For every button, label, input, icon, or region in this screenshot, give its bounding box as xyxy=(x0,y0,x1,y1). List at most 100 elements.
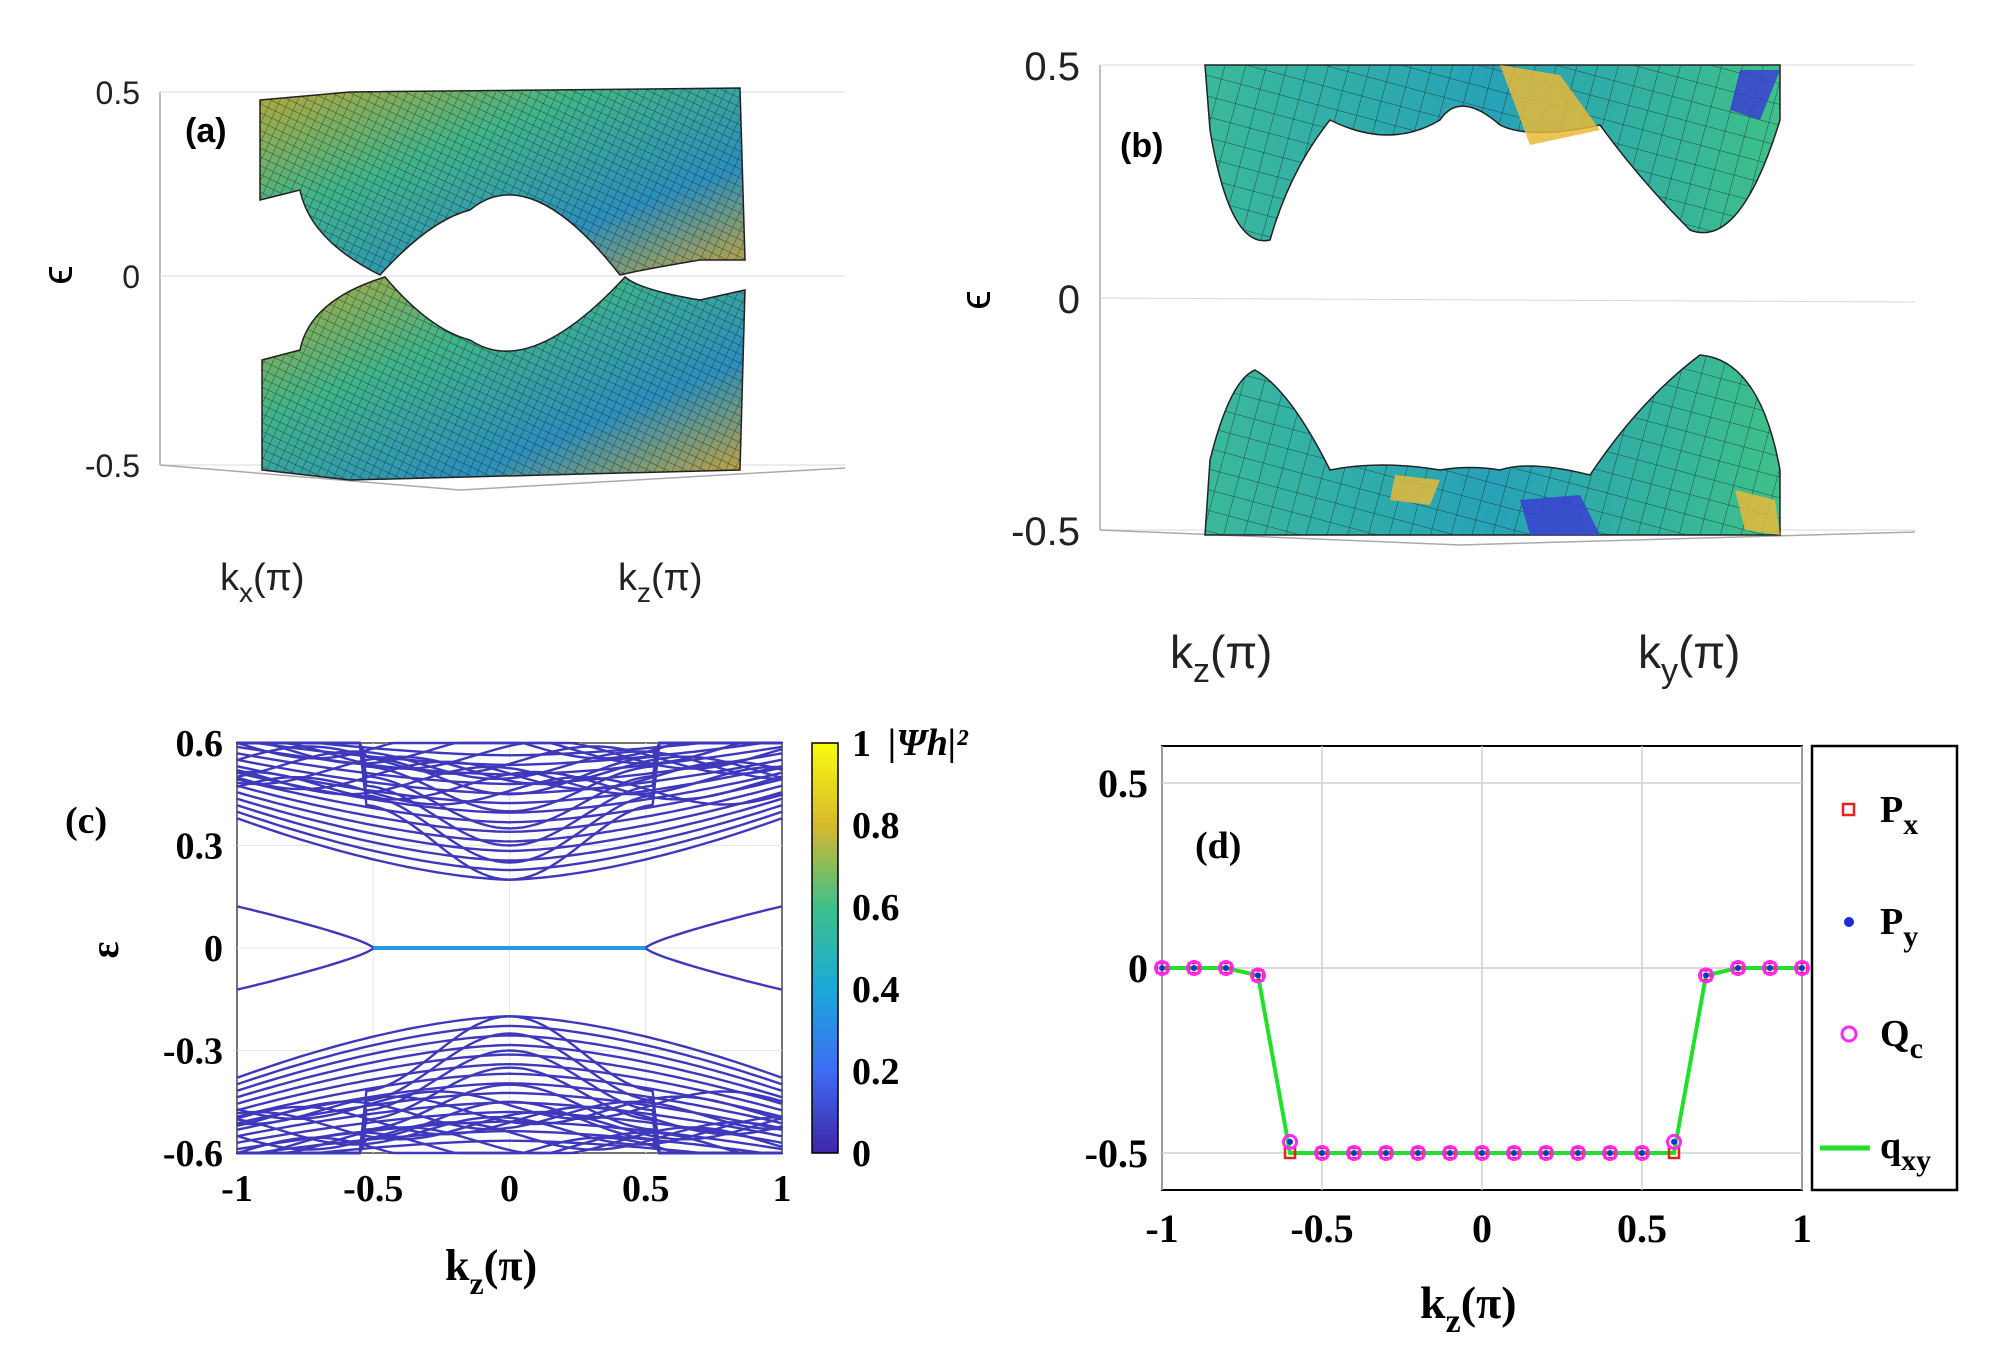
panel-d-series xyxy=(1154,960,1810,1161)
panel-d-py-marker xyxy=(1223,965,1229,971)
panel-b-lower-highlight xyxy=(1390,475,1440,505)
panel-b-z-tick-label: 0.5 xyxy=(1024,45,1080,89)
panel-d-py-marker xyxy=(1159,965,1165,971)
panel-d-py-marker xyxy=(1319,1150,1325,1156)
panel-d-qc-marker xyxy=(1794,960,1810,976)
panel-d-y-tick-label: -0.5 xyxy=(1085,1131,1148,1176)
panel-d-qc-marker xyxy=(1538,1145,1554,1161)
panel-c-y-tick-label: -0.3 xyxy=(163,1031,223,1073)
panel-a-upper-band-mesh xyxy=(260,88,745,275)
panel-d-x-tick-label: 0 xyxy=(1472,1206,1492,1251)
panel-c-band-lines xyxy=(236,741,783,1155)
panel-a-z-tick-label: 0.5 xyxy=(96,75,140,111)
panel-d-x-ticks: -1 -0.5 0 0.5 1 xyxy=(1145,1206,1812,1251)
panel-d-py-marker xyxy=(1799,965,1805,971)
panel-d-qc-marker xyxy=(1634,1145,1650,1161)
panel-c-band-line xyxy=(236,804,783,862)
panel-c-x-tick-label: -1 xyxy=(221,1168,253,1210)
panel-c-colorbar-label: |Ψh|² xyxy=(888,722,969,764)
panel-d-py-marker xyxy=(1639,1150,1645,1156)
panel-d-py-marker xyxy=(1767,965,1773,971)
panel-c-y-tick-label: 0.3 xyxy=(176,826,224,868)
panel-c-band-line xyxy=(236,1062,783,1112)
panel-d-label: (d) xyxy=(1195,825,1241,867)
panel-d-qc-marker xyxy=(1698,967,1714,984)
panel-d-qc-marker xyxy=(1442,1145,1458,1161)
panel-c-band-line xyxy=(236,791,783,843)
panel-d-y-tick-label: 0 xyxy=(1128,946,1148,991)
panel-d-qc-marker xyxy=(1730,960,1746,976)
panel-b-x-axis xyxy=(1099,529,1461,546)
panel-d-py-marker xyxy=(1191,965,1197,971)
panel-c-band-line xyxy=(236,741,783,770)
panel-a-x-label: kx(π) xyxy=(220,557,305,608)
panel-c-band-line xyxy=(236,1136,782,1155)
panel-c-band-line xyxy=(236,797,783,853)
panel-a-z-label: ϵ xyxy=(33,265,82,284)
panel-b-z-tick-label: 0 xyxy=(1058,278,1080,322)
panel-c-y-tick-label: 0 xyxy=(204,928,223,970)
panel-b-lower-highlight xyxy=(1520,495,1600,535)
panel-d-py-marker xyxy=(1543,1150,1549,1156)
panel-c-band-line xyxy=(236,765,783,796)
panel-c-band-line xyxy=(236,741,782,760)
panel-d-x-label: kz(π) xyxy=(1420,1277,1517,1340)
panel-c-colorbar-tick-label: 0.8 xyxy=(852,805,900,847)
panel-d-qc-marker xyxy=(1570,1145,1586,1161)
panel-c-y-label: ε xyxy=(82,941,127,958)
panel-d-py-marker xyxy=(1703,972,1709,979)
panel-d-py-marker xyxy=(1351,1150,1357,1156)
panel-c-band-line xyxy=(236,784,783,834)
panel-d-qc-marker xyxy=(1762,960,1778,976)
panel-c-band-line xyxy=(236,810,783,872)
panel-d-qc-marker xyxy=(1474,1145,1490,1161)
panel-c-x-tick-label: 0 xyxy=(500,1168,519,1210)
panel-d-x-tick-label: -1 xyxy=(1145,1206,1178,1251)
panel-c-band-line xyxy=(236,1053,783,1105)
panel-d-py-marker xyxy=(1735,965,1741,971)
panel-d-py-marker xyxy=(1479,1150,1485,1156)
panel-b-y-axis xyxy=(1459,531,1916,546)
panel-d-py-marker xyxy=(1575,1150,1581,1156)
panel-c-x-tick-label: -0.5 xyxy=(343,1168,403,1210)
panel-d-qc-marker xyxy=(1154,960,1170,976)
panel-d-py-marker xyxy=(1511,1150,1517,1156)
panel-b-z-label: ϵ xyxy=(951,290,1000,309)
panel-c-band-line xyxy=(236,1090,783,1120)
panel-b: 0.5 0 -0.5 (b) ϵ kz(π) ky(π) xyxy=(951,45,1916,690)
panel-d-py-marker xyxy=(1447,1150,1453,1156)
panel-c-x-tick-label: 1 xyxy=(773,1168,792,1210)
panel-a-x-axis xyxy=(159,464,461,491)
panel-c-x-ticks: -1 -0.5 0 0.5 1 xyxy=(221,1168,791,1210)
panel-d-x-tick-label: 1 xyxy=(1792,1206,1812,1251)
panel-c-band-line xyxy=(236,1034,783,1092)
panel-a: 0.5 0 -0.5 (a) ϵ kx(π) kz(π) xyxy=(33,75,846,608)
panel-d-py-marker xyxy=(1287,1138,1293,1145)
panel-c-y-tick-label: 0.6 xyxy=(176,723,224,765)
panel-c-y-ticks: 0.6 0.3 0 -0.3 -0.6 xyxy=(163,723,223,1175)
panel-c-x-tick-label: 0.5 xyxy=(622,1168,670,1210)
panel-a-lower-band-mesh xyxy=(262,277,745,480)
panel-b-y-label: ky(π) xyxy=(1638,626,1740,690)
panel-d-qc-marker xyxy=(1666,1133,1682,1150)
panel-d-y-tick-label: 0.5 xyxy=(1098,761,1148,806)
panel-d-qc-marker xyxy=(1602,1145,1618,1161)
panel-c-colorbar-tick-label: 0.6 xyxy=(852,887,900,929)
panel-d-x-tick-label: -0.5 xyxy=(1290,1206,1353,1251)
panel-b-lower-highlight xyxy=(1735,490,1780,535)
panel-c-band-line xyxy=(236,1024,783,1086)
panel-c-y-tick-label: -0.6 xyxy=(163,1133,223,1175)
panel-c-band-line xyxy=(236,1126,783,1155)
panel-a-z-tick-label: -0.5 xyxy=(85,448,140,484)
panel-c-label: (c) xyxy=(65,800,107,842)
panel-c-band-line xyxy=(236,1100,783,1131)
panel-d-qc-marker xyxy=(1378,1145,1394,1161)
panel-c: -1 -0.5 0 0.5 1 0.60.30-0.3-0.6 (c) ε kz(π) … xyxy=(65,722,969,1301)
panel-c-colorbar-tick-label: 1 xyxy=(852,723,871,765)
panel-d-legend-marker xyxy=(1840,1025,1858,1043)
panel-b-label: (b) xyxy=(1120,127,1163,165)
panel-d-qc-marker xyxy=(1282,1133,1298,1150)
panel-d-py-marker xyxy=(1671,1138,1677,1145)
